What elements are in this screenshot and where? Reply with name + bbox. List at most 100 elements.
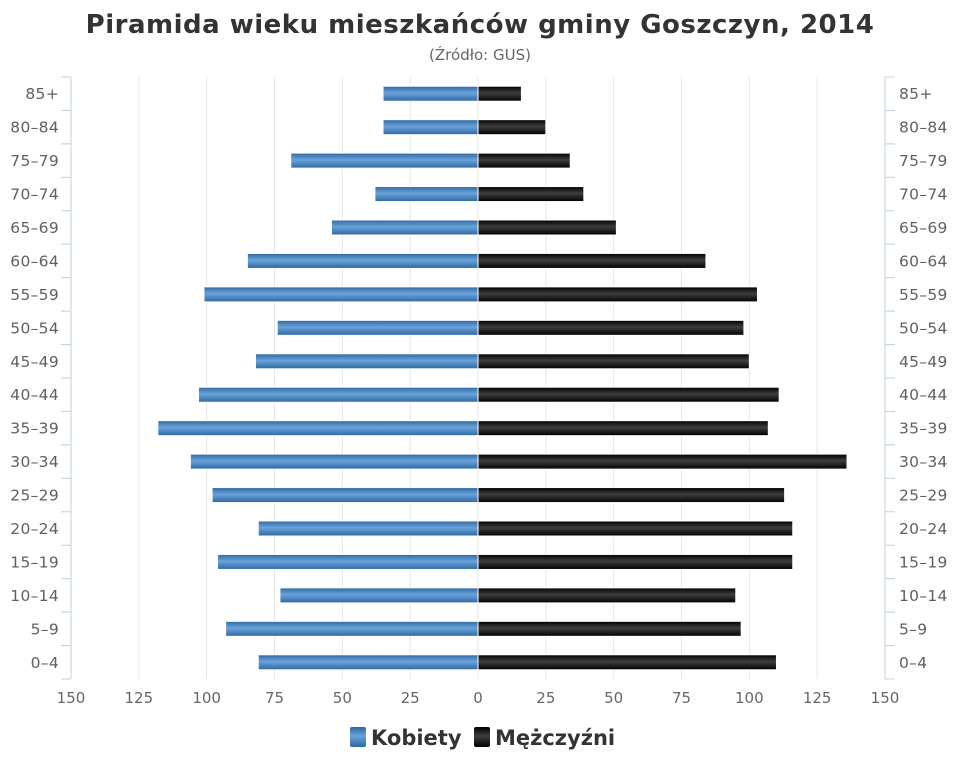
bar-mezczyzni-50–54[interactable] (477, 319, 745, 336)
bar-kobiety-30–34[interactable] (189, 453, 479, 470)
bar-mezczyzni-60–64[interactable] (477, 252, 707, 269)
category-label-right: 40–44 (899, 386, 948, 404)
bar-kobiety-85+[interactable] (382, 85, 479, 102)
category-label-right: 55–59 (899, 286, 948, 304)
category-label-right: 15–19 (899, 553, 948, 571)
bar-mezczyzni-0–4[interactable] (477, 654, 777, 671)
x-tick-label: 150 (871, 689, 900, 707)
legend[interactable]: Kobiety Mężczyźni (350, 726, 615, 750)
chart-subtitle: (Źródło: GUS) (429, 45, 531, 64)
x-tick-label: 100 (735, 689, 764, 707)
bar-kobiety-10–14[interactable] (279, 587, 479, 604)
category-label-left: 55–59 (10, 286, 59, 304)
x-tick-label: 100 (192, 689, 221, 707)
category-label-right: 85+ (899, 85, 933, 103)
x-axis-tick-labels: 150 125 100 75 50 25 0 25 50 75 100 125 150 (57, 689, 900, 707)
bar-mezczyzni-80–84[interactable] (477, 119, 547, 136)
category-label-left: 85+ (25, 85, 59, 103)
legend-swatch (350, 727, 366, 747)
category-label-left: 25–29 (10, 487, 59, 505)
bar-mezczyzni-75–79[interactable] (477, 152, 571, 169)
category-label-right: 20–24 (899, 520, 948, 538)
legend-item-kobiety[interactable]: Kobiety (350, 726, 462, 750)
legend-item-mezczyzni[interactable]: Mężczyźni (474, 726, 615, 750)
bar-kobiety-5–9[interactable] (225, 620, 479, 637)
bars (157, 85, 848, 671)
category-label-left: 15–19 (10, 553, 59, 571)
category-label-left: 35–39 (10, 420, 59, 438)
legend-label: Mężczyźni (495, 726, 615, 750)
bar-kobiety-80–84[interactable] (382, 119, 479, 136)
legend-label: Kobiety (371, 726, 462, 750)
category-label-left: 20–24 (10, 520, 59, 538)
category-label-right: 10–14 (899, 587, 948, 605)
bar-kobiety-50–54[interactable] (276, 319, 479, 336)
chart-title: Piramida wieku mieszkańców gminy Goszczy… (86, 10, 875, 40)
category-label-left: 45–49 (10, 353, 59, 371)
bar-mezczyzni-30–34[interactable] (477, 453, 848, 470)
category-label-right: 25–29 (899, 487, 948, 505)
bar-kobiety-20–24[interactable] (257, 520, 479, 537)
category-label-right: 65–69 (899, 219, 948, 237)
bar-mezczyzni-70–74[interactable] (477, 186, 585, 203)
bar-kobiety-35–39[interactable] (157, 420, 479, 437)
category-labels: 85+ 85+ 80–84 80–84 75–79 75–79 70–74 70–74 65–6… (10, 85, 947, 672)
category-label-left: 80–84 (10, 119, 59, 137)
category-label-right: 30–34 (899, 453, 948, 471)
category-label-left: 5–9 (31, 620, 59, 638)
category-label-left: 10–14 (10, 587, 59, 605)
bar-mezczyzni-10–14[interactable] (477, 587, 737, 604)
x-tick-label: 125 (125, 689, 154, 707)
axes (61, 76, 895, 680)
bar-mezczyzni-25–29[interactable] (477, 487, 786, 504)
category-label-right: 45–49 (899, 353, 948, 371)
bar-kobiety-60–64[interactable] (246, 252, 479, 269)
x-tick-label: 0 (473, 689, 483, 707)
x-tick-label: 50 (333, 689, 352, 707)
bar-kobiety-25–29[interactable] (211, 487, 479, 504)
bar-mezczyzni-55–59[interactable] (477, 286, 758, 303)
bar-kobiety-75–79[interactable] (290, 152, 479, 169)
bar-mezczyzni-85+[interactable] (477, 85, 522, 102)
x-tick-label: 125 (803, 689, 832, 707)
category-label-left: 65–69 (10, 219, 59, 237)
bar-mezczyzni-65–69[interactable] (477, 219, 617, 236)
category-label-left: 60–64 (10, 252, 59, 270)
category-label-left: 70–74 (10, 186, 59, 204)
category-label-left: 40–44 (10, 386, 59, 404)
bar-kobiety-55–59[interactable] (203, 286, 479, 303)
bar-kobiety-15–19[interactable] (217, 553, 479, 570)
category-label-left: 75–79 (10, 152, 59, 170)
bar-kobiety-45–49[interactable] (255, 353, 479, 370)
x-tick-label: 75 (672, 689, 691, 707)
legend-swatch (474, 727, 490, 747)
category-label-left: 0–4 (31, 654, 59, 672)
bar-kobiety-0–4[interactable] (257, 654, 479, 671)
category-label-right: 60–64 (899, 252, 948, 270)
category-label-right: 80–84 (899, 119, 948, 137)
bar-mezczyzni-45–49[interactable] (477, 353, 750, 370)
bar-kobiety-40–44[interactable] (198, 386, 479, 403)
x-tick-label: 25 (401, 689, 420, 707)
bar-mezczyzni-20–24[interactable] (477, 520, 794, 537)
category-label-left: 30–34 (10, 453, 59, 471)
category-label-right: 5–9 (899, 620, 927, 638)
category-label-left: 50–54 (10, 319, 59, 337)
category-label-right: 0–4 (899, 654, 927, 672)
x-tick-label: 25 (536, 689, 555, 707)
x-tick-label: 150 (57, 689, 86, 707)
category-label-right: 75–79 (899, 152, 948, 170)
bar-mezczyzni-15–19[interactable] (477, 553, 794, 570)
category-label-right: 35–39 (899, 420, 948, 438)
bar-mezczyzni-40–44[interactable] (477, 386, 780, 403)
x-tick-label: 50 (604, 689, 623, 707)
bar-kobiety-70–74[interactable] (374, 186, 479, 203)
category-label-right: 50–54 (899, 319, 948, 337)
x-tick-label: 75 (265, 689, 284, 707)
category-label-right: 70–74 (899, 186, 948, 204)
bar-kobiety-65–69[interactable] (330, 219, 479, 236)
bar-mezczyzni-5–9[interactable] (477, 620, 742, 637)
bar-mezczyzni-35–39[interactable] (477, 420, 769, 437)
